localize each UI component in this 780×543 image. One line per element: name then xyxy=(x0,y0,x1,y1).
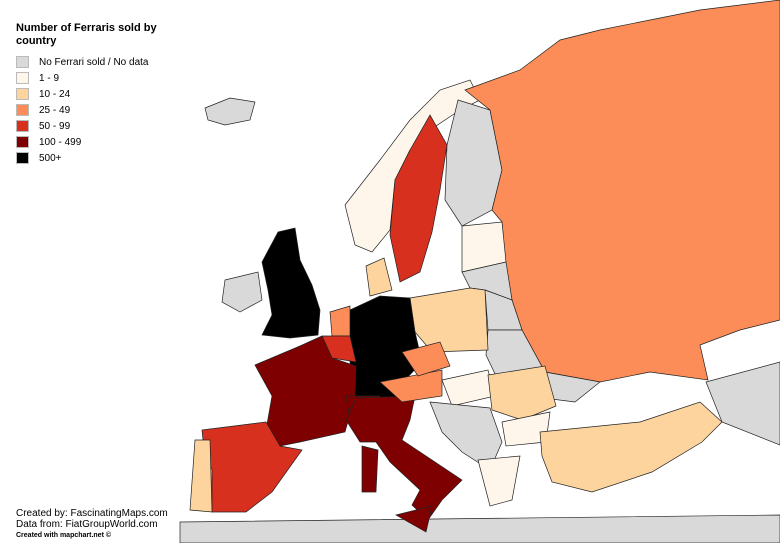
country xyxy=(261,227,321,339)
legend-swatch xyxy=(16,56,29,68)
credit-line: Data from: FiatGroupWorld.com xyxy=(16,519,158,530)
legend-item: 1 - 9 xyxy=(16,70,186,86)
legend-item: 100 - 499 xyxy=(16,134,186,150)
legend-label: 10 - 24 xyxy=(39,88,71,100)
legend-item: 25 - 49 xyxy=(16,102,186,118)
country xyxy=(365,257,393,297)
country xyxy=(361,445,379,493)
legend-item: 10 - 24 xyxy=(16,86,186,102)
credit-line: Created with mapchart.net © xyxy=(16,532,112,539)
credits: Created by: FascinatingMaps.com Data from… xyxy=(16,508,168,541)
country xyxy=(464,0,780,383)
legend-swatch xyxy=(16,104,29,116)
country xyxy=(395,505,433,533)
country xyxy=(487,365,557,421)
legend: Number of Ferraris sold by country No Fe… xyxy=(16,22,186,166)
legend-label: 50 - 99 xyxy=(39,120,71,132)
legend-swatch xyxy=(16,88,29,100)
country xyxy=(221,271,263,313)
country xyxy=(189,439,213,513)
legend-label: 500+ xyxy=(39,152,62,164)
map-title: Number of Ferraris sold by country xyxy=(16,22,157,47)
country xyxy=(477,455,521,507)
legend-swatch xyxy=(16,152,29,164)
credit-line: Created by: FascinatingMaps.com xyxy=(16,508,168,519)
legend-label: 100 - 499 xyxy=(39,136,82,148)
country xyxy=(705,361,780,446)
legend-label: 1 - 9 xyxy=(39,72,60,84)
country xyxy=(401,341,451,377)
legend-item: 50 - 99 xyxy=(16,118,186,134)
legend-swatch xyxy=(16,120,29,132)
country xyxy=(441,369,496,407)
legend-item: No Ferrari sold / No data xyxy=(16,54,186,70)
legend-item: 500+ xyxy=(16,150,186,166)
country xyxy=(409,287,489,353)
legend-swatch xyxy=(16,136,29,148)
country xyxy=(389,114,448,283)
country xyxy=(204,97,256,126)
country xyxy=(329,305,351,337)
legend-label: 25 - 49 xyxy=(39,104,71,116)
country xyxy=(179,514,780,543)
legend-swatch xyxy=(16,72,29,84)
legend-label: No Ferrari sold / No data xyxy=(39,56,149,68)
country xyxy=(539,401,723,493)
